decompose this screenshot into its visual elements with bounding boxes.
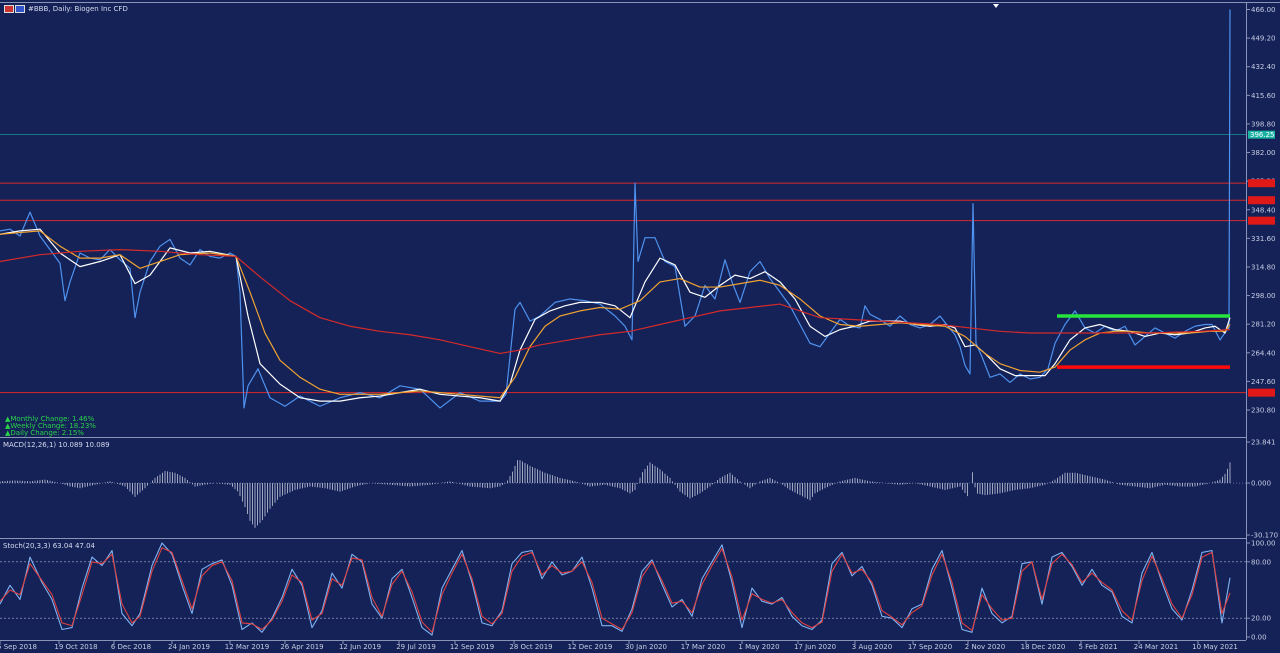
change-legend-weekly: ▲Weekly Change: 18.23% <box>5 422 96 430</box>
time-tick-label-2: 6 Dec 2018 <box>111 643 151 651</box>
time-tick-label-18: 18 Dec 2020 <box>1021 643 1066 651</box>
price-tick-label-2: 432.40 <box>1251 63 1276 71</box>
time-tick-label-11: 30 Jan 2020 <box>625 643 667 651</box>
stoch-signal-line <box>0 547 1231 633</box>
stoch-tick-label-1: 80.00 <box>1251 558 1271 566</box>
change-legend-daily: ▲Daily Change: 2.15% <box>5 429 84 437</box>
price-tick-label-12: 264.40 <box>1251 349 1276 357</box>
time-tick-label-16: 17 Sep 2020 <box>908 643 952 651</box>
macd-panel[interactable] <box>0 460 1246 528</box>
price-tick-label-11: 281.20 <box>1251 321 1276 329</box>
level-price-tag-3 <box>1248 179 1275 188</box>
price-axis: 466.00449.20432.40415.60398.80382.00365.… <box>1246 6 1278 642</box>
time-tick-label-8: 12 Sep 2019 <box>450 643 494 651</box>
price-tick-label-13: 247.60 <box>1251 378 1276 386</box>
price-tick-label-3: 415.60 <box>1251 92 1276 100</box>
price-tick-label-5: 382.00 <box>1251 149 1276 157</box>
time-tick-label-1: 19 Oct 2018 <box>54 643 97 651</box>
time-tick-label-7: 29 Jul 2019 <box>396 643 436 651</box>
price-tick-label-0: 466.00 <box>1251 6 1276 14</box>
stoch-tick-label-3: 0.00 <box>1251 634 1267 642</box>
macd-tick-label-0: 23.841 <box>1251 439 1276 447</box>
stoch-panel[interactable] <box>0 542 1246 636</box>
price-panel[interactable] <box>0 9 1246 409</box>
flag-icon <box>4 5 14 13</box>
time-tick-label-4: 12 Mar 2019 <box>225 643 269 651</box>
stoch-main-line <box>0 542 1231 636</box>
time-tick-label-21: 10 May 2021 <box>1192 643 1238 651</box>
time-tick-label-10: 12 Dec 2019 <box>568 643 613 651</box>
level-price-tag-2 <box>1248 196 1275 205</box>
price-tick-label-8: 331.60 <box>1251 235 1276 243</box>
price-tick-label-14: 230.80 <box>1251 407 1276 415</box>
current-price-tag <box>1248 130 1275 139</box>
chart-shift-marker-icon[interactable] <box>993 4 999 8</box>
symbol-header: #BBB, Daily: Biogen Inc CFD <box>4 5 128 13</box>
price-tick-label-9: 314.80 <box>1251 263 1276 271</box>
time-tick-label-6: 12 Jun 2019 <box>339 643 381 651</box>
level-price-tag-1 <box>1248 216 1275 225</box>
macd-tick-label-2: -30.170 <box>1251 532 1278 540</box>
symbol-title: #BBB, Daily: Biogen Inc CFD <box>28 5 128 13</box>
panel-borders <box>0 2 1280 641</box>
ma-slow-series <box>0 248 1231 355</box>
time-tick-label-3: 24 Jan 2019 <box>168 643 210 651</box>
price-tick-label-1: 449.20 <box>1251 35 1276 43</box>
time-tick-label-9: 28 Oct 2019 <box>509 643 552 651</box>
stoch-tick-label-0: 100.00 <box>1251 540 1276 548</box>
time-axis: 5 Sep 2018 19 Oct 2018 6 Dec 2018 24 Jan 20… <box>0 640 1238 651</box>
time-tick-label-0: 5 Sep 2018 <box>0 643 37 651</box>
current-price-label: 396.25 <box>1250 131 1275 139</box>
flag-icon-2 <box>15 5 25 13</box>
time-tick-label-20: 24 Mar 2021 <box>1134 643 1178 651</box>
time-tick-label-12: 17 Mar 2020 <box>681 643 725 651</box>
time-tick-label-13: 1 May 2020 <box>738 643 779 651</box>
ma-fast-series <box>0 228 1231 402</box>
level-price-tag-0 <box>1248 388 1275 397</box>
change-legend-monthly: ▲Monthly Change: 1.46% <box>5 415 95 423</box>
time-tick-label-14: 17 Jun 2020 <box>794 643 836 651</box>
time-tick-label-17: 2 Nov 2020 <box>965 643 1005 651</box>
stoch-tick-label-2: 20.00 <box>1251 615 1271 623</box>
stoch-title: Stoch(20,3,3) 63.04 47.04 <box>3 542 96 550</box>
price-series <box>0 9 1231 409</box>
price-tick-label-4: 398.80 <box>1251 120 1276 128</box>
time-tick-label-19: 5 Feb 2021 <box>1078 643 1117 651</box>
time-tick-label-15: 3 Aug 2020 <box>852 643 892 651</box>
price-tick-label-7: 348.40 <box>1251 206 1276 214</box>
time-tick-label-5: 26 Apr 2019 <box>280 643 323 651</box>
price-tick-label-10: 298.00 <box>1251 292 1276 300</box>
macd-title: MACD(12,26,1) 10.089 10.089 <box>3 441 110 449</box>
macd-tick-label-1: 0.000 <box>1251 480 1271 488</box>
